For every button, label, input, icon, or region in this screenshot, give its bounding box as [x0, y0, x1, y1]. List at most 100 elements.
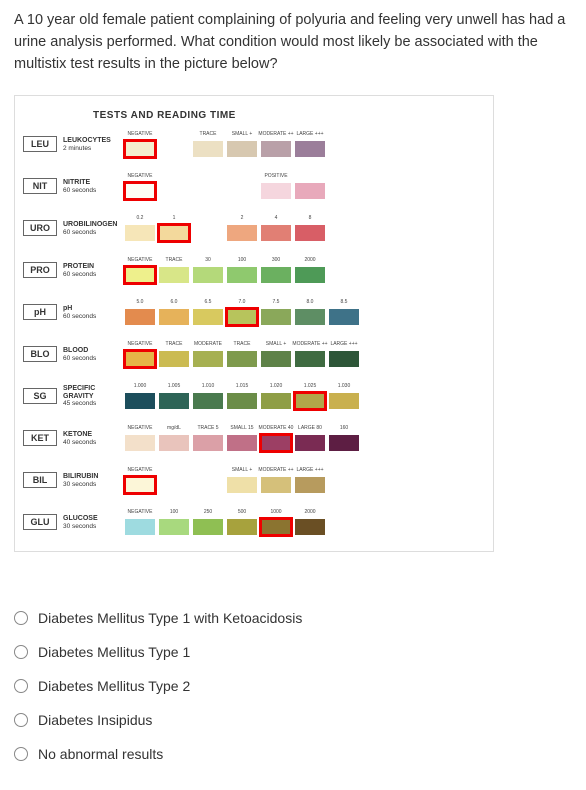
swatch-label: MODERATE: [194, 342, 222, 350]
swatch: mg/dL: [159, 426, 189, 451]
swatch-color: [295, 267, 325, 283]
swatch-label: 250: [204, 510, 212, 518]
row-name: UROBILINOGEN60 seconds: [63, 221, 125, 236]
swatch: 1.000: [125, 384, 155, 409]
swatch: 500: [227, 510, 257, 535]
swatch-color: [295, 477, 325, 493]
answer-label: Diabetes Insipidus: [38, 712, 152, 728]
swatch-color: [159, 351, 189, 367]
swatch: TRACE: [227, 342, 257, 367]
swatch: 2: [227, 216, 257, 241]
swatch-color: [261, 477, 291, 493]
swatch-label: 8.5: [341, 300, 348, 308]
swatch-group: NEGATIVETRACEMODERATETRACESMALL +MODERAT…: [125, 342, 359, 367]
swatch-label: 1.020: [270, 384, 283, 392]
swatch: 6.0: [159, 300, 189, 325]
swatch-color: [227, 309, 257, 325]
swatch-label: 4: [275, 216, 278, 224]
radio-icon[interactable]: [14, 747, 28, 761]
swatch-color: [227, 267, 257, 283]
swatch: SMALL +: [227, 132, 257, 157]
swatch-label: NEGATIVE: [128, 174, 153, 182]
swatch-color: [227, 435, 257, 451]
swatch-label: 30: [205, 258, 211, 266]
swatch-label: 7.0: [239, 300, 246, 308]
swatch-group: 1.0001.0051.0101.0151.0201.0251.030: [125, 384, 359, 409]
swatch: NEGATIVE: [125, 342, 155, 367]
swatch-label: 1.025: [304, 384, 317, 392]
row-abbr: SG: [23, 388, 57, 404]
swatch-group: NEGATIVESMALL +MODERATE ++LARGE +++: [125, 468, 325, 493]
swatch: MODERATE: [193, 342, 223, 367]
swatch: TRACE: [159, 342, 189, 367]
swatch: LARGE +++: [295, 132, 325, 157]
swatch-color: [159, 225, 189, 241]
answer-list: Diabetes Mellitus Type 1 with Ketoacidos…: [0, 562, 586, 790]
radio-icon[interactable]: [14, 679, 28, 693]
swatch-color: [193, 309, 223, 325]
strip-row: PROPROTEIN60 secondsNEGATIVETRACE3010030…: [23, 253, 485, 287]
row-name: GLUCOSE30 seconds: [63, 515, 125, 530]
swatch-label: LARGE +++: [296, 468, 323, 476]
swatch-label: NEGATIVE: [128, 132, 153, 140]
swatch-label: 1.030: [338, 384, 351, 392]
swatch-label: 1.010: [202, 384, 215, 392]
swatch-color: [261, 267, 291, 283]
swatch-color: [329, 435, 359, 451]
swatch-label: 2: [241, 216, 244, 224]
swatch: NEGATIVE: [125, 426, 155, 451]
swatch: 5.0: [125, 300, 155, 325]
swatch-label: MODERATE ++: [292, 342, 327, 350]
radio-icon[interactable]: [14, 645, 28, 659]
radio-icon[interactable]: [14, 611, 28, 625]
swatch-label: SMALL +: [232, 468, 253, 476]
swatch-color: [125, 225, 155, 241]
swatch-color: [193, 267, 223, 283]
radio-icon[interactable]: [14, 713, 28, 727]
swatch-label: 2000: [304, 510, 315, 518]
answer-option[interactable]: Diabetes Mellitus Type 1 with Ketoacidos…: [14, 610, 572, 626]
multistix-chart: TESTS AND READING TIME LEULEUKOCYTES2 mi…: [14, 95, 494, 552]
row-name: PROTEIN60 seconds: [63, 263, 125, 278]
swatch: 2000: [295, 258, 325, 283]
swatch-color: [227, 225, 257, 241]
swatch-group: NEGATIVEmg/dLTRACE 5SMALL 15MODERATE 40L…: [125, 426, 359, 451]
answer-option[interactable]: No abnormal results: [14, 746, 572, 762]
swatch-color: [261, 351, 291, 367]
swatch-label: LARGE +++: [330, 342, 357, 350]
swatch-color: [227, 477, 257, 493]
swatch-color: [159, 393, 189, 409]
swatch-color: [125, 519, 155, 535]
swatch-label: MODERATE ++: [258, 468, 293, 476]
swatch: LARGE +++: [329, 342, 359, 367]
swatch-label: MODERATE 40: [259, 426, 294, 434]
answer-option[interactable]: Diabetes Mellitus Type 1: [14, 644, 572, 660]
strip-row: pHpH60 seconds5.06.06.57.07.58.08.5: [23, 295, 485, 329]
swatch: 100: [159, 510, 189, 535]
swatch-label: TRACE 5: [197, 426, 218, 434]
swatch-color: [295, 183, 325, 199]
swatch: LARGE 80: [295, 426, 325, 451]
swatch-color: [295, 309, 325, 325]
question-text: A 10 year old female patient complaining…: [0, 0, 586, 85]
swatch-color: [227, 141, 257, 157]
swatch: MODERATE 40: [261, 426, 291, 451]
swatch-color: [295, 393, 325, 409]
swatch: MODERATE ++: [261, 132, 291, 157]
swatch-label: 6.0: [171, 300, 178, 308]
strip-row: UROUROBILINOGEN60 seconds0.21248: [23, 211, 485, 245]
swatch-label: MODERATE ++: [258, 132, 293, 140]
swatch-color: [295, 225, 325, 241]
answer-option[interactable]: Diabetes Insipidus: [14, 712, 572, 728]
row-abbr: NIT: [23, 178, 57, 194]
swatch: 300: [261, 258, 291, 283]
swatch-label: POSITIVE: [264, 174, 287, 182]
swatch-label: 6.5: [205, 300, 212, 308]
swatch-group: NEGATIVE POSITIVE: [125, 174, 325, 199]
swatch: 100: [227, 258, 257, 283]
swatch-color: [193, 393, 223, 409]
swatch-color: [227, 351, 257, 367]
answer-option[interactable]: Diabetes Mellitus Type 2: [14, 678, 572, 694]
swatch-color: [159, 309, 189, 325]
swatch: 1.030: [329, 384, 359, 409]
